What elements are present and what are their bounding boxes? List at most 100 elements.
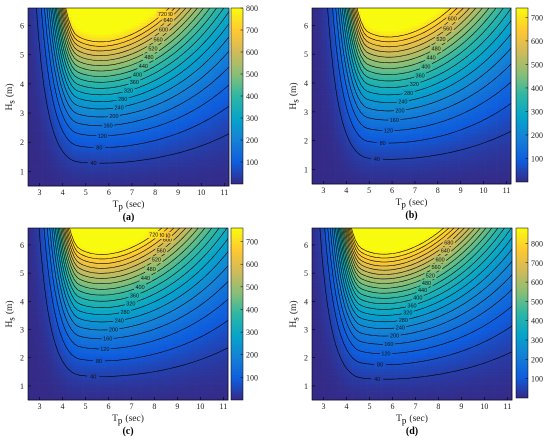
heatmap-cell [48,183,52,187]
heatmap-cell [156,148,160,152]
heatmap-cell [162,63,166,67]
heatmap-cell [196,150,201,155]
heatmap-cell [30,130,35,134]
heatmap-cell [97,139,102,143]
heatmap-cell [36,142,40,146]
heatmap-cell [335,169,339,173]
heatmap-cell [144,37,148,41]
heatmap-cell [48,69,52,73]
heatmap-cell [147,92,151,96]
heatmap-cell [173,110,177,114]
heatmap-cell [164,86,169,91]
heatmap-cell [493,181,497,185]
heatmap-cell [51,130,55,134]
heatmap-cell [86,177,90,181]
heatmap-cell [62,95,67,99]
heatmap-cell [326,178,330,182]
heatmap-cell [329,158,333,162]
heatmap-cell [95,8,99,12]
heatmap-cell [42,92,46,96]
heatmap-cell [217,165,221,169]
heatmap-cell [54,86,58,91]
heatmap-cell [100,8,105,12]
heatmap-cell [220,83,224,88]
heatmap-cell [179,118,183,123]
heatmap-cell [28,150,32,155]
heatmap-cell [156,60,160,64]
heatmap-cell [57,45,61,50]
heatmap-cell [106,66,110,70]
heatmap-cell [135,148,140,152]
heatmap-cell [159,86,163,91]
heatmap-cell [92,28,96,32]
heatmap-cell [54,48,58,53]
heatmap-cell [217,121,221,126]
heatmap-cell [185,153,189,158]
heatmap-cell [208,51,212,56]
colorbar-tick-label: 100 [246,158,258,167]
heatmap-cell [103,145,107,149]
heatmap-cell [355,169,359,173]
heatmap-cell [185,54,189,58]
heatmap-cell [412,166,417,170]
heatmap-cell [77,13,81,18]
heatmap-cell [51,159,55,164]
heatmap-cell [57,110,61,114]
heatmap-cell [199,142,204,146]
heatmap-cell [214,40,218,44]
heatmap-cell [112,101,116,105]
heatmap-cell [493,160,497,165]
heatmap-cell [103,34,107,38]
heatmap-cell [68,113,73,117]
heatmap-cells [312,8,512,185]
heatmap-cell [217,31,221,35]
heatmap-cell [86,174,90,178]
heatmap-cell [138,174,142,178]
heatmap-cell [361,169,365,173]
heatmap-cell [112,54,116,58]
heatmap-cell [62,13,67,18]
heatmap-cell [28,136,32,140]
heatmap-cell [39,31,43,35]
heatmap-cell [109,80,113,85]
heatmap-cell [68,107,73,111]
heatmap-cell [147,130,151,134]
heatmap-cell [28,148,32,152]
heatmap-cell [366,169,371,173]
heatmap-cell [461,175,466,179]
heatmap-cell [92,118,96,123]
heatmap-cell [343,169,347,173]
heatmap-cell [48,165,52,169]
heatmap-cell [83,113,87,117]
heatmap-cell [80,156,84,161]
heatmap-cell [144,150,148,155]
heatmap-cell [74,22,78,26]
heatmap-cell [179,95,183,99]
heatmap-cell [77,92,81,96]
heatmap-cell [45,19,49,23]
heatmap-cell [65,177,70,181]
heatmap-cell [74,45,78,50]
heatmap-cell [92,78,96,82]
heatmap-cell [95,130,99,134]
heatmap-cell [167,136,172,140]
heatmap-cell [220,78,224,82]
heatmap-cell [496,166,500,170]
heatmap-cell [176,51,180,56]
heatmap-cell [106,34,110,38]
heatmap-cell [141,22,145,26]
heatmap-cell [208,139,212,143]
heatmap-cell [410,172,414,176]
heatmap-cell [211,130,215,134]
heatmap-cell [214,25,218,29]
heatmap-cell [124,75,128,79]
heatmap-cell [508,158,512,162]
heatmap-cell [162,159,166,164]
heatmap-cell [159,80,163,85]
contour-label: 560 [153,37,162,43]
heatmap-cell [208,8,212,12]
heatmap-cell [179,153,183,158]
heatmap-cell [62,78,67,82]
heatmap-cell [51,162,55,166]
heatmap-cell [68,162,73,166]
